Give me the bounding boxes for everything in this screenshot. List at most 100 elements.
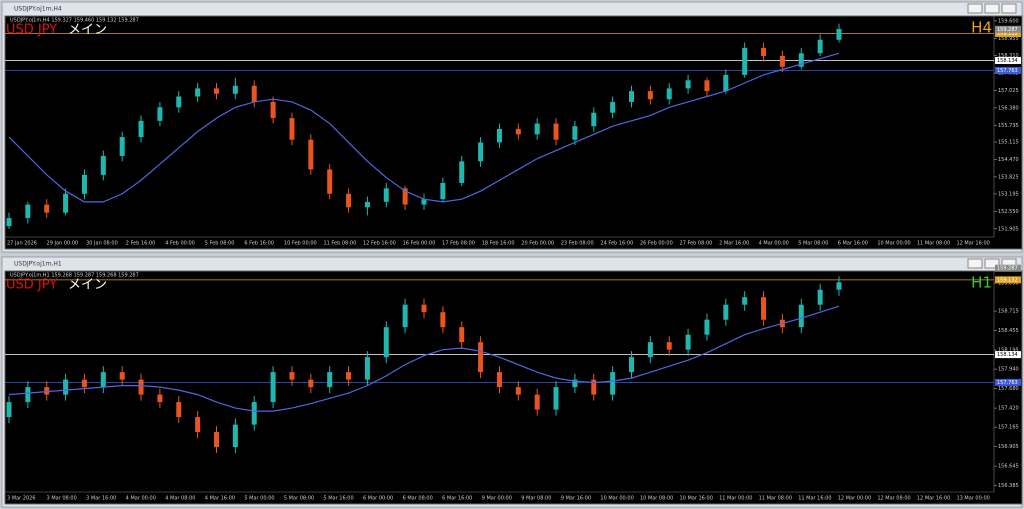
candle-body [176,402,182,418]
candle-body [100,155,106,175]
candle-body [44,387,50,395]
price-tick-label: 155.735 [998,123,1019,129]
candle-body [591,112,597,127]
level-tag [995,378,1021,386]
title-bar [3,258,1021,269]
candle-body [176,96,182,108]
moving-average [8,52,840,203]
candle-body [195,417,201,433]
time-label: 11 Mar 00:00 [719,496,752,502]
chart-info: USDJPY.oj1m,H4 159.327 159.460 159.132 1… [10,18,139,24]
symbol-label: USD JPY [6,278,57,293]
symbol-label: USD JPY [6,23,57,38]
time-label: 10 Mar 00:00 [877,241,910,247]
candle-body [647,91,653,100]
time-label: 5 Mar 16:00 [323,496,353,502]
candle-body [553,387,559,410]
time-label: 6 Mar 16:00 [838,241,868,247]
candle-body [327,169,333,194]
candle-body [119,372,125,380]
candle-body [214,432,219,448]
price-tick-label: 157.680 [998,386,1019,392]
window-button[interactable] [967,3,983,14]
candle-body [666,88,672,100]
candle-body [138,120,144,138]
time-label: 16 Feb 00:00 [403,241,436,247]
price-tick-label: 155.115 [998,140,1019,146]
price-tick-label: 158.310 [998,53,1019,59]
time-label: 18 Feb 16:00 [482,241,515,247]
candle-body [383,327,389,358]
time-label: 2 Feb 16:00 [126,241,156,247]
price-tick-label: 156.905 [998,444,1019,450]
time-label: 27 Feb 08:00 [680,241,713,247]
candle-body [364,357,370,380]
candle-body [440,182,446,200]
candle-body [459,327,465,343]
candle-body [742,47,748,75]
candle-body [647,342,653,358]
time-label: 17 Feb 08:00 [442,241,475,247]
time-label: 9 Mar 16:00 [561,496,591,502]
window-button[interactable] [1001,3,1017,14]
candle-body [761,297,767,320]
candle-body [81,379,87,388]
candle-body [214,88,219,94]
title-bar [3,3,1021,14]
candle-body [232,424,238,448]
time-label: 5 Mar 08:00 [798,241,828,247]
candle-body [440,312,446,328]
window-button[interactable] [984,258,1000,269]
time-label: 30 Jan 08:00 [86,241,118,247]
candle-body [534,123,540,135]
chart-label: メイン [68,278,107,293]
candle-body [761,47,767,56]
candle-body [251,402,257,425]
level-tag [995,30,1021,38]
candle-body [798,304,804,328]
candle-body [25,387,31,403]
price-tick-label: 158.455 [998,328,1019,334]
window-title: USDJPY.oj1m,H1 [14,261,62,268]
time-label: 11 Mar 08:00 [759,496,792,502]
candle-body [346,193,352,208]
candle-body [308,379,314,388]
window-button[interactable] [984,3,1000,14]
time-label: 12 Mar 16:00 [956,241,989,247]
window-button[interactable] [967,258,983,269]
candle-body [44,204,50,213]
time-label: 11 Feb 08:00 [323,241,356,247]
time-label: 12 Mar 16:00 [917,496,950,502]
candle-body [6,218,12,227]
time-label: 6 Mar 16:00 [442,496,472,502]
current-price-label: 159.287 [997,266,1018,272]
time-label: 12 Feb 16:00 [363,241,396,247]
candle-body [232,85,238,94]
time-label: 10 Feb 00:00 [284,241,317,247]
time-label: 26 Feb 00:00 [640,241,673,247]
time-label: 4 Mar 08:00 [165,496,195,502]
level-tag [995,56,1021,64]
time-label: 23 Feb 08:00 [561,241,594,247]
candle-body [157,107,163,121]
price-tick-label: 157.940 [998,367,1019,373]
timeframe-label: H1 [971,274,992,292]
candle-body [63,379,69,395]
candle-body [496,128,502,143]
time-label: 3 Mar 2026 [7,496,36,502]
price-tick-label: 158.955 [998,36,1019,42]
window-title: USDJPY.oj1m,H4 [14,6,62,13]
time-label: 10 Mar 00:00 [600,496,633,502]
price-tick-label: 158.715 [998,309,1019,315]
current-price-label: 159.287 [997,27,1018,33]
candle-body [742,297,748,305]
time-label: 6 Mar 00:00 [363,496,393,502]
candle-body [402,188,408,205]
time-label: 5 Feb 08:00 [205,241,235,247]
time-label: 4 Mar 00:00 [759,241,789,247]
time-label: 27 Jan 2026 [7,241,37,247]
price-tick-label: 157.165 [998,425,1019,431]
candle-body [157,394,163,403]
candle-body [610,372,616,395]
candle-body [496,372,502,388]
